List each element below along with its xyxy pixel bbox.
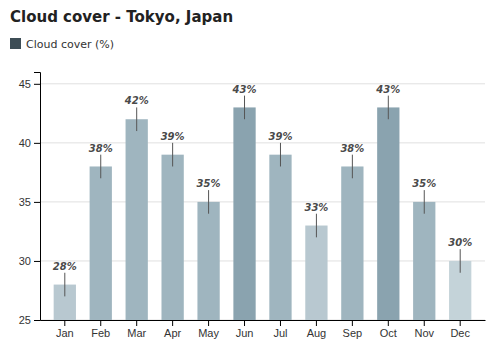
data-label: 42% xyxy=(124,95,149,106)
y-tick: 25 xyxy=(19,314,40,326)
x-tick: Sep xyxy=(343,320,363,339)
x-tick: Apr xyxy=(164,320,181,339)
error-bar xyxy=(388,96,389,120)
data-label: 43% xyxy=(375,84,400,95)
y-tick-mark xyxy=(34,320,40,321)
error-bar xyxy=(208,190,209,214)
y-tick: 35 xyxy=(19,196,40,208)
data-label: 33% xyxy=(304,202,328,213)
x-tick-mark xyxy=(244,320,245,326)
bar xyxy=(341,166,363,320)
legend-swatch xyxy=(10,38,21,49)
x-axis-line xyxy=(41,320,486,321)
error-bar xyxy=(64,273,65,297)
data-label: 38% xyxy=(89,143,113,154)
x-tick-label: Jun xyxy=(236,327,254,339)
data-label: 39% xyxy=(161,131,185,142)
x-tick: Mar xyxy=(127,320,146,339)
error-bar xyxy=(316,214,317,238)
error-bar xyxy=(100,155,101,179)
bar xyxy=(305,226,327,320)
x-tick: Jun xyxy=(236,320,254,339)
error-bar xyxy=(244,96,245,120)
y-tick-label: 25 xyxy=(19,314,31,326)
data-label: 30% xyxy=(448,237,472,248)
data-label: 35% xyxy=(197,178,221,189)
x-tick: Jul xyxy=(273,320,287,339)
y-tick-mark xyxy=(34,143,40,144)
grid-line xyxy=(40,83,485,84)
x-tick-label: Dec xyxy=(450,327,470,339)
x-tick-mark xyxy=(100,320,101,326)
bar xyxy=(90,166,112,320)
x-tick-mark xyxy=(460,320,461,326)
x-tick: Feb xyxy=(91,320,110,339)
x-tick: Dec xyxy=(450,320,470,339)
y-tick-mark xyxy=(34,261,40,262)
x-tick-mark xyxy=(64,320,65,326)
y-tick: 30 xyxy=(19,255,40,267)
y-tick-mark xyxy=(34,202,40,203)
error-bar xyxy=(136,107,137,131)
x-tick-label: May xyxy=(198,327,219,339)
x-tick-mark xyxy=(172,320,173,326)
x-tick-label: Jan xyxy=(56,327,74,339)
data-labels: 28% 38% 42% 39% 35% 43% 39% 33% 38% 43% 35% 30% xyxy=(53,84,472,272)
marks xyxy=(54,96,472,320)
plot: 28% 38% 42% 39% 35% 43% 39% 33% 38% 43% 35% 30% Jan F… xyxy=(19,73,486,350)
data-label: 35% xyxy=(412,178,436,189)
data-label: 39% xyxy=(269,131,293,142)
bar xyxy=(197,202,219,320)
error-bar xyxy=(280,143,281,167)
bar xyxy=(233,107,255,320)
y-tick: 40 xyxy=(19,137,40,149)
y-tick-label: 45 xyxy=(19,78,31,90)
y-axis: 25 30 35 40 45 xyxy=(19,73,41,327)
error-bar xyxy=(172,143,173,167)
bar xyxy=(126,119,148,320)
legend: Cloud cover (%) xyxy=(10,38,114,51)
y-axis-line xyxy=(34,73,41,321)
x-tick-label: Sep xyxy=(343,327,363,339)
error-bar xyxy=(460,249,461,273)
x-axis: Jan Feb Mar Apr May Jun Jul Aug Sep Oct Nov Dec xyxy=(41,320,486,339)
x-tick-mark xyxy=(208,320,209,326)
legend-label: Cloud cover (%) xyxy=(26,38,114,51)
y-tick-label: 35 xyxy=(19,196,31,208)
x-tick-mark xyxy=(388,320,389,326)
error-bar xyxy=(424,190,425,214)
x-tick: Jan xyxy=(56,320,74,339)
data-label: 38% xyxy=(340,143,364,154)
y-tick-mark xyxy=(34,84,40,85)
title: Cloud cover - Tokyo, Japan xyxy=(10,8,233,26)
x-tick-mark xyxy=(136,320,137,326)
x-tick-mark xyxy=(316,320,317,326)
x-tick-label: Feb xyxy=(91,327,110,339)
x-tick-label: Aug xyxy=(307,327,327,339)
x-tick: Nov xyxy=(414,320,434,339)
x-tick-label: Apr xyxy=(164,327,181,339)
legend-item: Cloud cover (%) xyxy=(10,38,114,51)
x-tick-mark xyxy=(352,320,353,326)
x-tick-mark xyxy=(424,320,425,326)
bar xyxy=(269,155,291,320)
x-tick-label: Nov xyxy=(414,327,434,339)
x-tick-label: Oct xyxy=(380,327,397,339)
data-label: 28% xyxy=(53,261,77,272)
x-tick-label: Jul xyxy=(273,327,287,339)
bar xyxy=(377,107,399,320)
x-tick: Aug xyxy=(307,320,327,339)
y-tick-label: 30 xyxy=(19,255,31,267)
x-tick-label: Mar xyxy=(127,327,146,339)
chart: Cloud cover - Tokyo, Japan Cloud cover (%… xyxy=(0,0,500,350)
data-label: 43% xyxy=(232,84,257,95)
y-tick-label: 40 xyxy=(19,137,31,149)
y-tick: 45 xyxy=(19,78,40,90)
bar xyxy=(413,202,435,320)
x-tick-mark xyxy=(280,320,281,326)
error-bar xyxy=(352,155,353,179)
x-tick: Oct xyxy=(380,320,397,339)
bar xyxy=(161,155,183,320)
x-tick: May xyxy=(198,320,219,339)
